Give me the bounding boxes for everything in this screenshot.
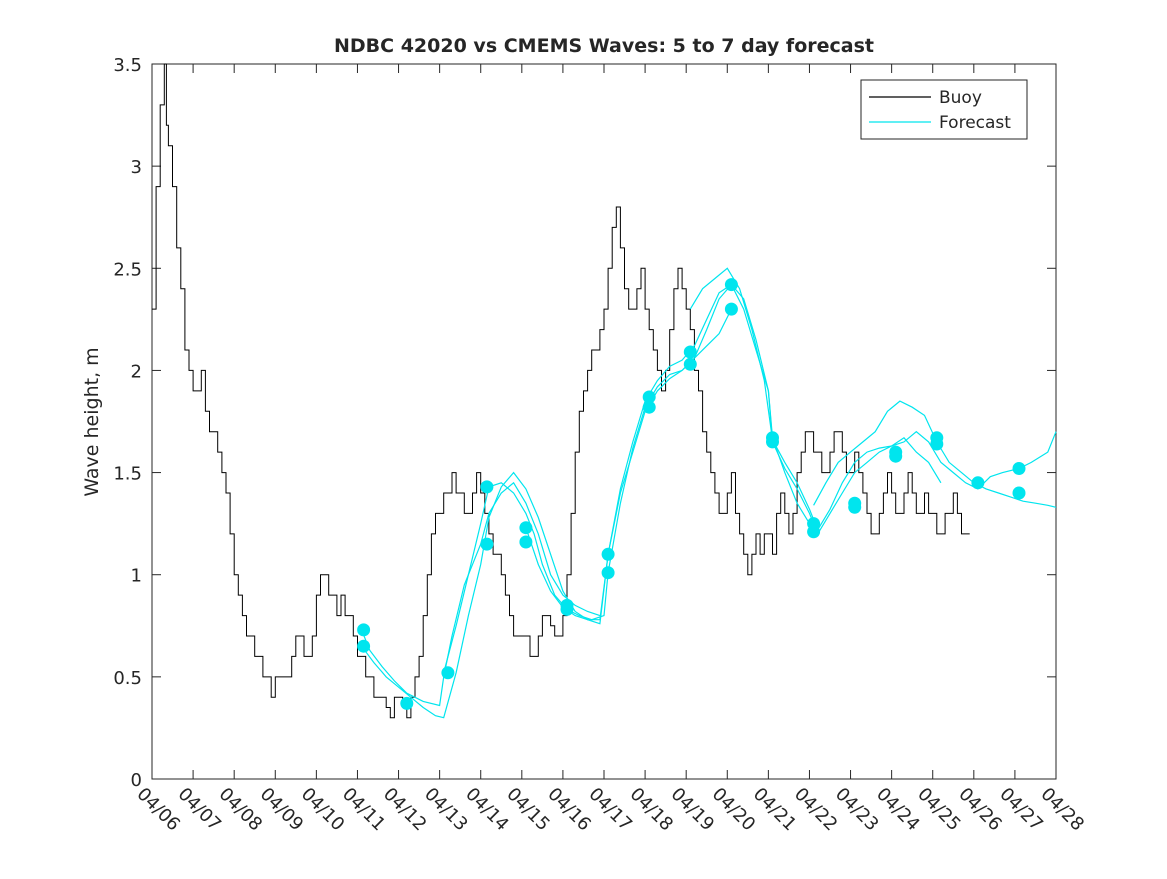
forecast-marker [930,437,944,451]
forecast-series-line [443,283,811,673]
forecast-marker [519,521,533,535]
forecast-marker [683,345,697,359]
forecast-marker [807,525,821,539]
buoy-series-line [152,63,970,719]
legend-label: Buoy [939,88,982,108]
legend-label: Forecast [939,113,1011,133]
legend: Buoy Forecast [860,79,1028,140]
forecast-marker [642,400,656,414]
forecast-marker [1012,462,1026,475]
y-tick-label: 3 [131,157,142,178]
plot-area: 00.511.522.533.504/0604/0704/0804/0904/1… [113,55,1088,835]
axes-box [151,63,1057,780]
chart-title: NDBC 42020 vs CMEMS Waves: 5 to 7 day fo… [334,35,874,57]
y-tick-label: 0.5 [113,668,142,689]
forecast-marker [601,566,615,580]
forecast-series-line [525,283,942,621]
y-tick-label: 2 [131,361,142,382]
forecast-marker [480,537,494,551]
forecast-marker [766,435,779,449]
y-tick-label: 1.5 [113,464,142,485]
forecast-marker [724,278,738,292]
forecast-marker [519,535,533,549]
forecast-marker [400,696,414,710]
y-tick-label: 2.5 [113,259,142,280]
forecast-marker [441,666,455,680]
legend-box [860,79,1028,140]
forecast-marker [683,357,697,371]
y-tick-label: 0 [131,770,142,791]
forecast-marker [560,602,574,616]
forecast-marker [357,623,371,637]
forecast-series-line [361,308,732,719]
y-axis-label: Wave height, m [81,347,103,496]
forecast-marker [642,390,656,404]
forecast-series-line [689,267,1057,532]
forecast-marker [848,500,862,514]
forecast-marker [357,639,371,653]
forecast-marker [971,476,985,490]
forecast-marker [480,480,494,494]
forecast-marker [601,547,615,561]
y-tick-label: 1 [131,566,142,587]
forecast-marker [889,449,903,463]
forecast-marker [1012,486,1026,500]
forecast-marker [724,302,738,316]
y-tick-label: 3.5 [113,55,142,76]
